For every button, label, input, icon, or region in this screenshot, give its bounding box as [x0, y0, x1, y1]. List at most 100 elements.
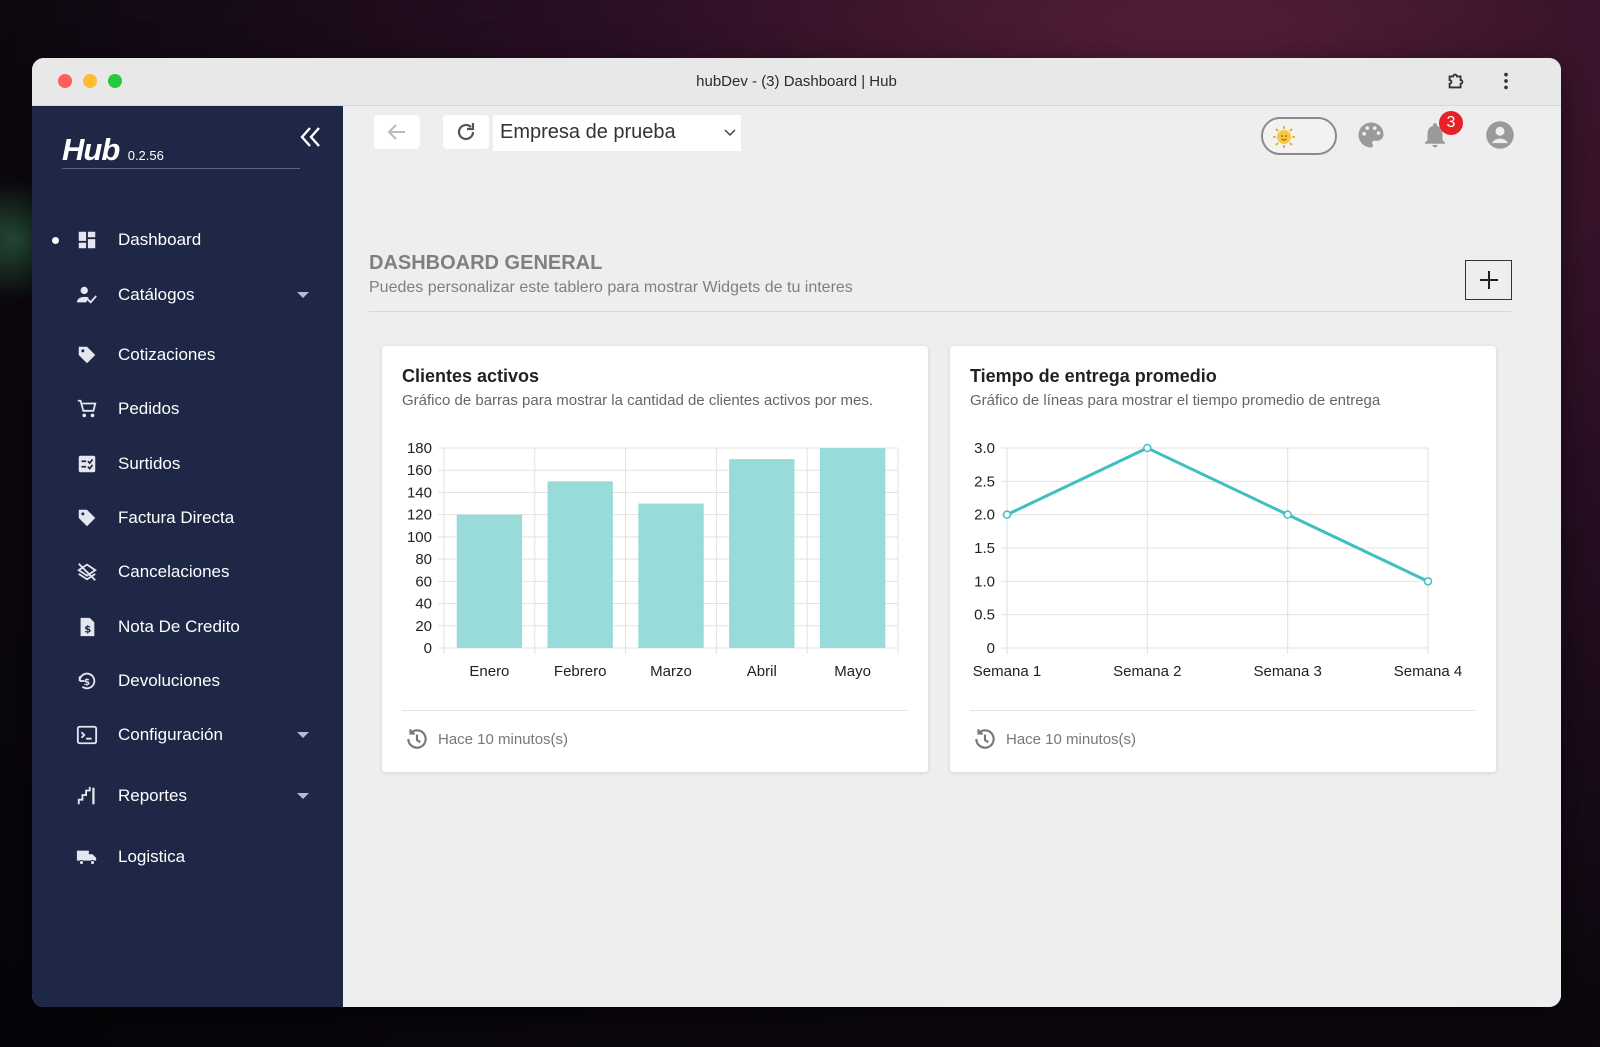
sidebar-item-label: Nota De Credito	[118, 617, 240, 636]
y-tick-label: 1.5	[974, 540, 995, 557]
brand-name: Hub	[62, 132, 120, 167]
plus-icon	[1479, 271, 1498, 289]
sidebar-item-nota-de-credito[interactable]: $ Nota De Credito	[32, 607, 343, 647]
x-tick-label: Semana 1	[973, 663, 1041, 680]
person-check-icon	[76, 286, 97, 304]
data-point	[1143, 443, 1152, 453]
sidebar-item-cancelaciones[interactable]: Cancelaciones	[32, 552, 343, 592]
sidebar-item-label: Factura Directa	[118, 508, 235, 527]
sidebar-item-factura-directa[interactable]: Factura Directa	[32, 498, 343, 538]
sidebar-item-dashboard[interactable]: Dashboard	[32, 220, 343, 260]
dashboard-icon	[78, 231, 96, 249]
company-select[interactable]: Empresa de prueba	[493, 115, 741, 151]
widget-card-tiempo-entrega: Tiempo de entrega promedio Gráfico de lí…	[950, 346, 1496, 772]
more-vertical-icon[interactable]	[1495, 70, 1517, 92]
series-line	[1006, 446, 1429, 583]
terminal-icon	[76, 725, 98, 745]
chevron-down-icon	[297, 732, 309, 738]
x-tick-label: Mayo	[834, 663, 871, 680]
account-icon[interactable]	[1485, 120, 1515, 150]
close-window-button[interactable]	[58, 74, 72, 88]
widget-subtitle: Gráfico de barras para mostrar la cantid…	[402, 392, 874, 409]
minimize-window-button[interactable]	[83, 74, 97, 88]
sidebar-item-pedidos[interactable]: Pedidos	[32, 389, 343, 429]
refresh-icon	[457, 123, 475, 141]
y-tick-label: 2.5	[974, 473, 995, 490]
bar	[638, 503, 704, 648]
tag-icon	[78, 346, 96, 364]
chevron-down-icon	[297, 292, 309, 298]
sun-icon	[1273, 126, 1295, 148]
y-tick-label: 0.5	[974, 607, 995, 624]
collapse-sidebar-icon[interactable]	[298, 124, 324, 150]
back-button[interactable]	[374, 115, 420, 149]
sidebar-item-cotizaciones[interactable]: Cotizaciones	[32, 335, 343, 375]
sidebar-item-devoluciones[interactable]: $ Devoluciones	[32, 661, 343, 701]
title-bar: hubDev - (3) Dashboard | Hub	[32, 58, 1561, 106]
palette-icon[interactable]	[1356, 120, 1386, 150]
layers-off-icon	[77, 563, 97, 581]
sidebar-item-logistica[interactable]: Logistica	[32, 837, 343, 877]
svg-text:$: $	[84, 677, 90, 688]
data-point	[1423, 577, 1433, 586]
sidebar-item-label: Devoluciones	[118, 671, 221, 690]
sidebar-item-label: Reportes	[118, 786, 187, 805]
y-tick-label: 60	[415, 573, 432, 590]
bar	[547, 481, 613, 648]
y-tick-label: 3.0	[974, 440, 995, 457]
widget-divider	[970, 710, 1476, 711]
active-indicator	[52, 236, 59, 244]
data-point	[1002, 510, 1012, 519]
invoice-icon: $	[80, 617, 95, 637]
stairs-icon	[77, 786, 95, 805]
main-content: Empresa de prueba 3	[343, 106, 1561, 1007]
y-tick-label: 140	[407, 484, 432, 501]
sidebar-item-label: Cotizaciones	[118, 345, 216, 364]
widget-subtitle: Gráfico de líneas para mostrar el tiempo…	[970, 392, 1381, 409]
sidebar-item-surtidos[interactable]: Surtidos	[32, 444, 343, 484]
y-tick-label: 160	[407, 462, 432, 479]
widget-updated-time: Hace 10 minutos(s)	[1006, 730, 1137, 748]
brand[interactable]: Hub 0.2.56	[62, 132, 164, 168]
maximize-window-button[interactable]	[108, 74, 122, 88]
y-tick-label: 100	[407, 529, 432, 546]
x-tick-label: Abril	[747, 663, 777, 680]
refresh-button[interactable]	[443, 115, 489, 149]
widget-footer: Hace 10 minutos(s)	[972, 726, 1136, 752]
sidebar-item-catalogos[interactable]: Catálogos	[32, 275, 343, 315]
x-tick-label: Marzo	[650, 663, 692, 680]
section-divider	[369, 311, 1511, 312]
widget-title: Clientes activos	[402, 366, 540, 386]
bar	[456, 514, 523, 648]
tag-icon	[78, 509, 96, 527]
svg-text:$: $	[84, 625, 91, 636]
notification-badge: 3	[1439, 111, 1463, 135]
bar-chart: 0 20 40 60 80 100 120 140 160 180 Enero Febrero Marz…	[407, 440, 899, 680]
brand-divider	[62, 168, 300, 169]
checklist-icon	[78, 455, 96, 473]
x-tick-label: Semana 4	[1394, 663, 1462, 680]
x-tick-label: Semana 2	[1113, 663, 1181, 680]
sidebar-item-reportes[interactable]: Reportes	[32, 776, 343, 816]
widget-title: Tiempo de entrega promedio	[970, 366, 1217, 386]
sidebar-item-configuracion[interactable]: Configuración	[32, 715, 343, 755]
y-tick-label: 80	[415, 551, 432, 568]
arrow-left-icon	[387, 124, 405, 140]
widget-updated-time: Hace 10 minutos(s)	[438, 730, 569, 748]
line-chart: 0 0.5 1.0 1.5 2.0 2.5 3.0 Semana 1 Semana 2 Seman…	[973, 440, 1462, 680]
theme-toggle[interactable]	[1261, 117, 1337, 155]
y-tick-label: 1.0	[974, 573, 995, 590]
extensions-icon[interactable]	[1445, 70, 1467, 92]
sidebar-item-label: Cancelaciones	[118, 562, 230, 581]
add-widget-button[interactable]	[1465, 260, 1512, 300]
sidebar-item-label: Dashboard	[118, 230, 202, 249]
widget-footer: Hace 10 minutos(s)	[404, 726, 568, 752]
section-subtitle: Puedes personalizar este tablero para mo…	[369, 279, 853, 296]
y-tick-label: 2.0	[974, 507, 995, 524]
sidebar-item-label: Catálogos	[118, 285, 195, 304]
sidebar-item-label: Logistica	[118, 847, 186, 866]
bar	[819, 448, 886, 648]
widget-divider	[402, 710, 908, 711]
sidebar-item-label: Pedidos	[118, 399, 180, 418]
data-point	[1283, 510, 1292, 519]
